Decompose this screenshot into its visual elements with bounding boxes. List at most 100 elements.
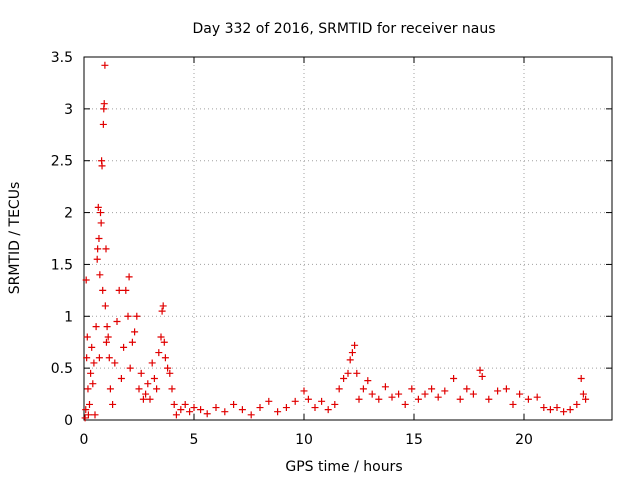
data-point — [101, 61, 109, 69]
x-tick-label: 15 — [405, 432, 423, 448]
data-point — [102, 338, 110, 346]
data-point — [509, 400, 517, 408]
data-point — [368, 390, 376, 398]
tick-layer: 0 5 10 15 20 0 0.5 1 1.5 2 2.5 3 3.5 — [51, 50, 612, 448]
data-point — [102, 245, 110, 253]
data-point — [414, 395, 422, 403]
data-point — [146, 395, 154, 403]
data-point — [142, 390, 150, 398]
data-point — [212, 404, 220, 412]
y-tick-label: 1.5 — [51, 257, 73, 273]
data-point — [186, 408, 194, 416]
data-point — [577, 375, 585, 383]
y-tick-label: 3.5 — [51, 50, 73, 66]
data-point — [82, 276, 90, 284]
data-point — [122, 286, 130, 294]
data-point — [99, 286, 107, 294]
data-point — [83, 354, 91, 362]
data-point — [238, 406, 246, 414]
data-point — [131, 328, 139, 336]
data-point — [111, 359, 119, 367]
data-point — [125, 273, 133, 281]
data-point — [106, 385, 114, 393]
data-point — [265, 397, 273, 405]
y-tick-label: 3 — [64, 102, 73, 118]
data-point — [340, 375, 348, 383]
data-point — [441, 387, 449, 395]
data-point — [351, 341, 359, 349]
data-point — [494, 387, 502, 395]
data-point — [476, 366, 484, 374]
data-point — [103, 323, 111, 331]
data-point — [83, 333, 91, 341]
y-tick-label: 0 — [64, 413, 73, 429]
data-point — [177, 406, 185, 414]
data-point — [166, 369, 174, 377]
data-point — [150, 375, 158, 383]
data-point — [566, 406, 574, 414]
data-point — [89, 380, 97, 388]
data-point — [291, 397, 299, 405]
data-point — [346, 356, 354, 364]
data-point — [516, 390, 524, 398]
plot-frame — [83, 56, 613, 421]
data-point — [157, 333, 165, 341]
data-point — [160, 338, 168, 346]
y-tick-label: 0.5 — [51, 361, 73, 377]
data-point — [434, 393, 442, 401]
data-point — [331, 400, 339, 408]
data-point — [90, 359, 98, 367]
data-point — [348, 349, 356, 357]
data-point — [109, 400, 117, 408]
data-point — [96, 271, 104, 279]
data-point — [113, 317, 121, 325]
data-point — [148, 359, 156, 367]
data-point — [388, 393, 396, 401]
data-point — [456, 395, 464, 403]
data-point — [428, 385, 436, 393]
data-point — [117, 375, 125, 383]
data-point — [87, 369, 95, 377]
data-point — [144, 380, 152, 388]
data-point — [101, 302, 109, 310]
data-point — [158, 307, 166, 315]
data-point — [99, 120, 107, 128]
data-point — [230, 400, 238, 408]
data-point — [81, 414, 89, 422]
data-point — [408, 385, 416, 393]
data-point — [84, 411, 92, 419]
data-point — [540, 404, 548, 412]
data-point — [97, 209, 104, 217]
data-point — [395, 390, 403, 398]
data-point — [155, 349, 163, 357]
data-point — [524, 395, 532, 403]
data-point — [100, 100, 108, 108]
data-point — [92, 323, 100, 331]
data-point — [161, 354, 169, 362]
data-point — [502, 385, 510, 393]
data-point — [463, 385, 471, 393]
data-point — [164, 364, 172, 372]
data-point — [355, 395, 363, 403]
plot-border — [83, 56, 613, 421]
data-point — [364, 377, 372, 385]
data-point — [159, 302, 167, 310]
data-point — [324, 406, 332, 414]
data-point — [579, 390, 587, 398]
data-point — [533, 393, 541, 401]
data-point — [282, 404, 290, 412]
data-point — [353, 369, 361, 377]
data-point — [168, 385, 176, 393]
data-point — [335, 385, 343, 393]
data-point — [274, 408, 282, 416]
data-point — [582, 395, 590, 403]
data-point — [93, 255, 101, 263]
data-point — [375, 395, 383, 403]
data-point — [300, 387, 308, 395]
data-point — [133, 312, 141, 320]
data-point — [247, 411, 255, 419]
x-tick-label: 20 — [515, 432, 533, 448]
data-point — [97, 219, 105, 227]
data-point — [115, 286, 123, 294]
